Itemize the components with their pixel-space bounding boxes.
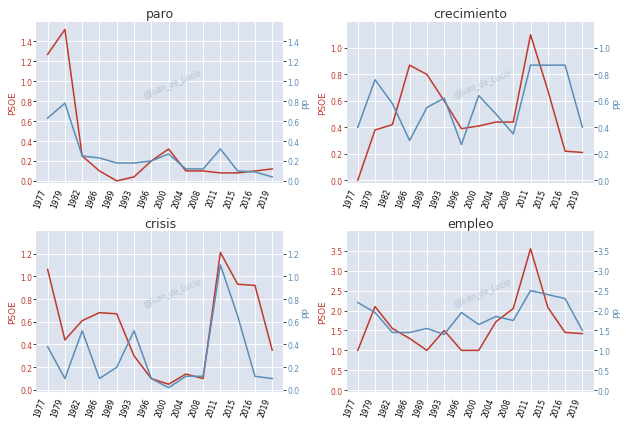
Title: crisis: crisis: [144, 217, 176, 230]
Y-axis label: PSOE: PSOE: [319, 91, 328, 115]
Y-axis label: PSOE: PSOE: [319, 300, 328, 324]
Y-axis label: PP: PP: [302, 98, 311, 108]
Title: crecimiento: crecimiento: [433, 9, 507, 21]
Text: @Juan_de_Lucio: @Juan_de_Lucio: [452, 68, 513, 99]
Text: @Juan_de_Lucio: @Juan_de_Lucio: [452, 277, 513, 308]
Y-axis label: PP: PP: [612, 306, 622, 317]
Y-axis label: PP: PP: [612, 98, 622, 108]
Y-axis label: PSOE: PSOE: [8, 91, 18, 115]
Text: @Juan_de_Lucio: @Juan_de_Lucio: [142, 68, 203, 99]
Text: @Juan_de_Lucio: @Juan_de_Lucio: [142, 277, 203, 308]
Y-axis label: PSOE: PSOE: [8, 300, 18, 324]
Title: empleo: empleo: [447, 217, 493, 230]
Y-axis label: PP: PP: [302, 306, 311, 317]
Title: paro: paro: [146, 9, 174, 21]
